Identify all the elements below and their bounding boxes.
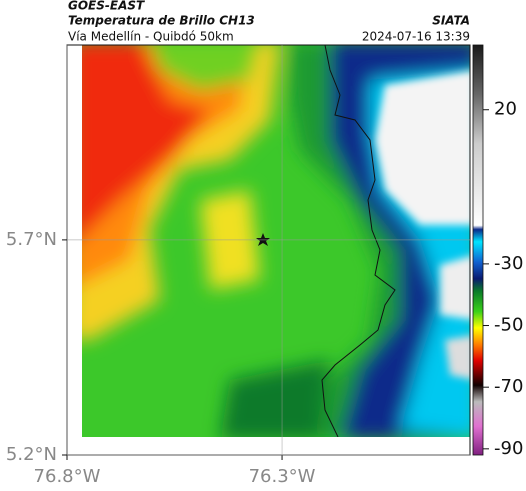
y-tick-label: 5.7°N xyxy=(6,229,57,250)
x-tick-label: 76.3°W xyxy=(249,466,316,487)
satellite-image xyxy=(82,45,470,437)
colorbar-tick-label: -30 xyxy=(494,253,523,274)
source: GOES-EAST xyxy=(68,0,145,13)
colorbar xyxy=(472,44,484,456)
colorbar-tick-label: 20 xyxy=(494,99,517,120)
y-tick-label: 5.2°N xyxy=(6,444,57,465)
title: Temperatura de Brillo CH13 xyxy=(68,14,255,28)
colorbar-tick-label: -70 xyxy=(494,376,523,397)
colorbar-tick-label: -50 xyxy=(494,315,523,336)
datetime: 2024-07-16 13:39 xyxy=(362,30,470,44)
subtitle: Vía Medellín - Quibdó 50km xyxy=(68,30,234,44)
location-marker xyxy=(256,233,270,246)
x-tick-label: 76.8°W xyxy=(34,466,101,487)
organization: SIATA xyxy=(432,14,470,28)
colorbar-tick-label: -90 xyxy=(494,438,523,459)
